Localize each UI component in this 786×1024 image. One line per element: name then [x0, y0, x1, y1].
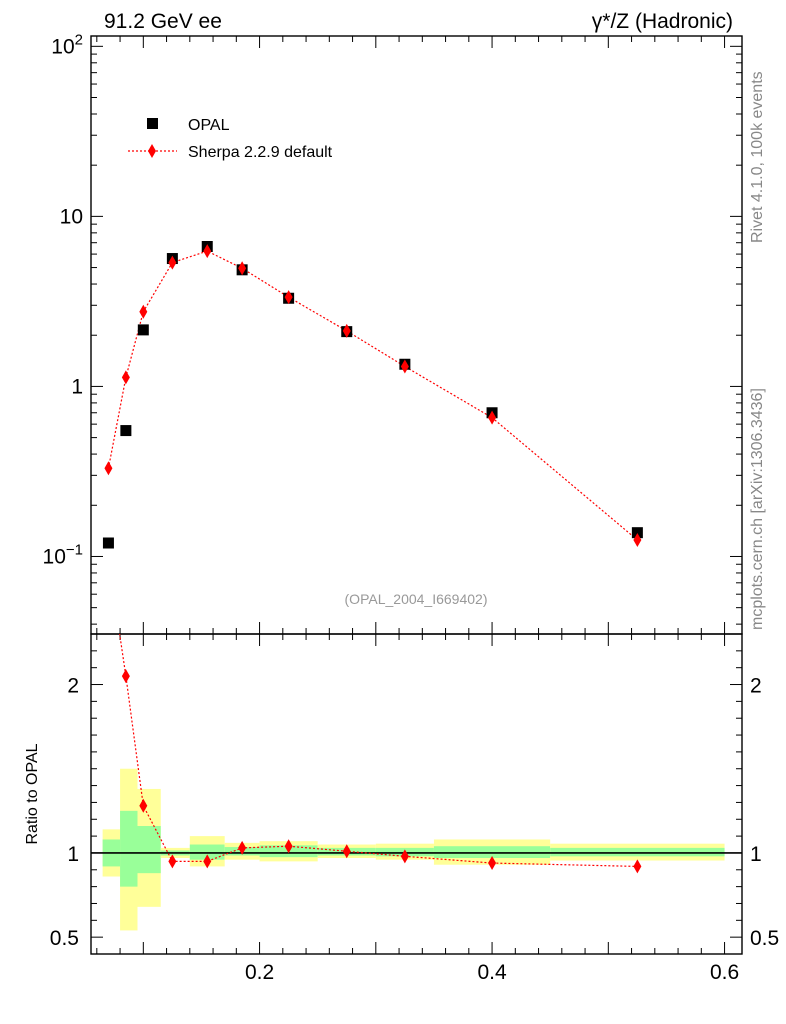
y-tick-label-ratio: 0.5 — [50, 927, 79, 950]
mc-point-ratio — [488, 856, 497, 871]
mc-point-ratio — [203, 854, 212, 869]
band-inner-9 — [433, 846, 551, 858]
mc-point-main — [238, 261, 247, 276]
mc-point-ratio — [400, 849, 409, 864]
mc-point-main — [121, 370, 130, 385]
band-inner-2 — [137, 826, 161, 874]
analysis-id-label: (OPAL_2004_I669402) — [345, 591, 488, 607]
data-point — [120, 425, 132, 437]
rivet-version-label: Rivet 4.1.0, 100k events — [749, 71, 766, 243]
mc-series-lines — [107, 250, 638, 868]
mc-point-main — [400, 359, 409, 374]
mc-point-ratio — [104, 551, 112, 565]
y-tick-label-main: 1 — [71, 375, 83, 398]
legend-mc-label: Sherpa 2.2.9 default — [188, 144, 333, 161]
band-inner-1 — [120, 810, 138, 887]
mc-point-main — [284, 290, 293, 305]
x-tick-label: 0.4 — [477, 961, 507, 984]
mc-point-main — [139, 304, 148, 319]
mc-point-ratio — [139, 798, 148, 813]
mc-point-ratio — [121, 669, 130, 684]
chart-title-left: 91.2 GeV ee — [104, 10, 222, 33]
data-point — [631, 527, 643, 539]
band-inner-4 — [189, 844, 225, 860]
x-tick-label: 0.2 — [245, 961, 274, 984]
axis-tick-labels: 0.2 0.4 0.6 10−1 1 10 102 0.5 0.5 1 1 2 2 — [43, 31, 780, 984]
mc-point-ratio — [284, 839, 293, 854]
y-tick-label-ratio: 2 — [67, 675, 79, 698]
y-tick-label-main: 102 — [51, 31, 83, 58]
mc-point-main — [203, 244, 212, 259]
mc-point-ratio — [168, 854, 177, 869]
mc-point-ratio — [633, 859, 642, 874]
band-inner-10 — [550, 847, 725, 857]
axis-ticks — [91, 36, 742, 954]
data-point — [102, 537, 114, 549]
mc-point-ratio — [238, 840, 247, 855]
ratio-plot-frame — [90, 633, 743, 955]
y-tick-label-ratio-right: 0.5 — [750, 927, 779, 950]
mc-line-main — [107, 250, 638, 541]
y-tick-label-ratio-right: 1 — [750, 843, 762, 866]
y-tick-label-main: 10−1 — [43, 541, 83, 568]
mc-point-main — [633, 532, 642, 547]
legend-data-marker — [147, 118, 158, 129]
ratio-y-axis-label: Ratio to OPAL — [24, 743, 41, 844]
data-series-points — [102, 240, 643, 549]
y-tick-label-main: 10 — [60, 205, 83, 228]
y-tick-label-ratio-right: 2 — [750, 675, 762, 698]
chart-title-right: γ*/Z (Hadronic) — [592, 10, 733, 33]
mcplots-site-label: mcplots.cern.ch [arXiv:1306.3436] — [749, 388, 766, 630]
legend-mc-marker — [148, 144, 156, 158]
mc-series-points — [104, 244, 642, 874]
data-point — [137, 324, 149, 336]
x-tick-label: 0.6 — [710, 961, 739, 984]
mc-point-main — [168, 255, 177, 270]
ratio-uncertainty-bands — [102, 768, 725, 931]
mc-point-main — [104, 461, 113, 476]
y-tick-label-ratio: 1 — [67, 843, 79, 866]
legend-data-label: OPAL — [188, 117, 230, 134]
legend: OPAL Sherpa 2.2.9 default — [128, 117, 333, 161]
mc-point-ratio — [342, 844, 351, 859]
mc-point-main — [488, 410, 497, 425]
mc-point-main — [342, 323, 351, 338]
